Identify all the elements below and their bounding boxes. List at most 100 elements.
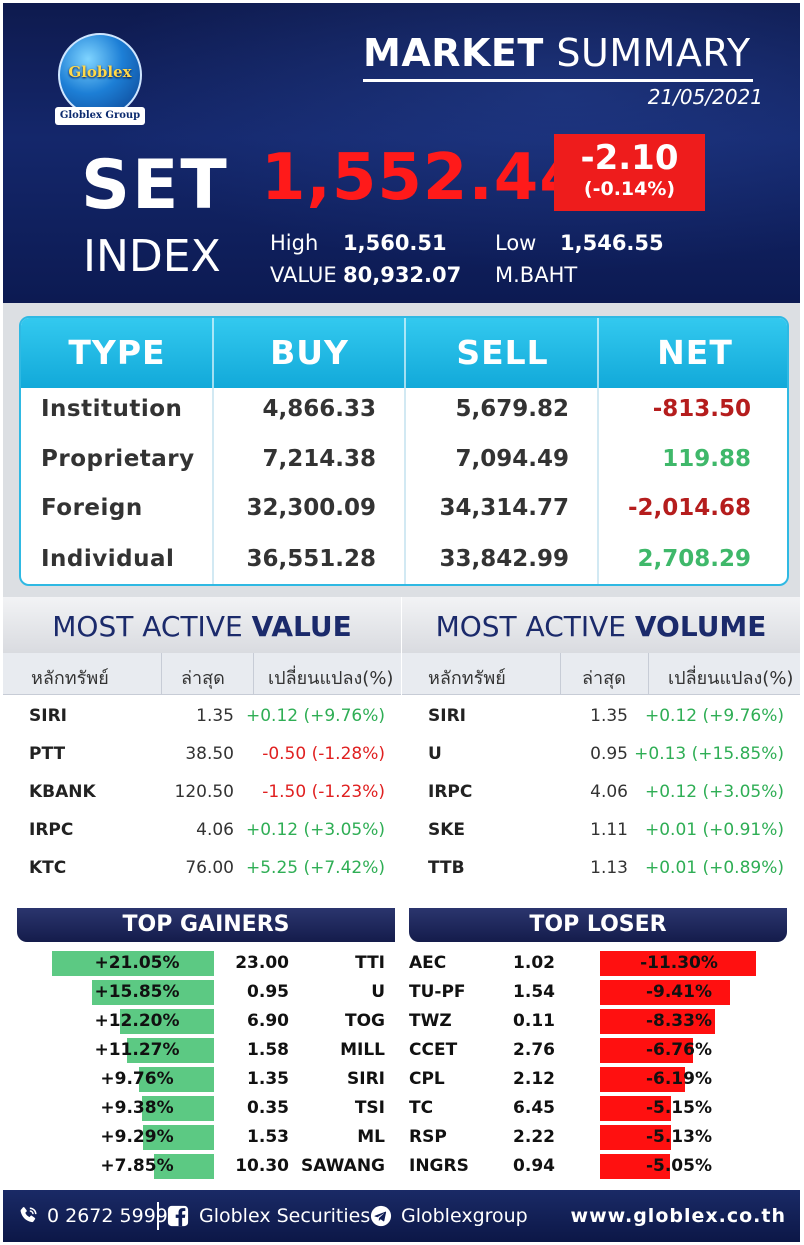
loser-row: RSP 2.22 -5.13% xyxy=(3,1123,800,1152)
symbol: KTC xyxy=(29,858,67,878)
col-type: TYPE xyxy=(68,333,166,372)
gain-pct: +11.27% xyxy=(94,1040,180,1060)
title-bold: VALUE xyxy=(251,610,352,643)
set-label: SET xyxy=(81,146,229,225)
change: +0.01 (+0.89%) xyxy=(644,858,784,878)
symbol: TTB xyxy=(428,858,465,878)
list-item: SIRI 1.35 +0.12 (+9.76%) xyxy=(402,697,800,735)
gain-symbol: U xyxy=(371,982,385,1002)
row-sell: 5,679.82 xyxy=(455,396,570,422)
col-last: ล่าสุด xyxy=(181,668,225,689)
row-buy: 32,300.09 xyxy=(246,495,377,521)
row-buy: 4,866.33 xyxy=(262,396,377,422)
column-header-bar xyxy=(3,653,401,695)
gain-bar xyxy=(143,1125,214,1150)
row-net: 119.88 xyxy=(662,446,751,472)
gain-pct: +9.76% xyxy=(100,1069,174,1089)
loser-row: TC 6.45 -5.15% xyxy=(3,1094,800,1123)
change: +5.25 (+7.42%) xyxy=(245,858,385,878)
loss-bar xyxy=(600,1125,671,1150)
logo-word: Globlex xyxy=(68,63,132,81)
index-change: -2.10 xyxy=(580,138,679,178)
table-row: Individual 36,551.28 33,842.99 2,708.29 xyxy=(21,534,787,584)
gain-symbol: TTI xyxy=(355,953,385,973)
change: +0.12 (+9.76%) xyxy=(644,706,784,726)
gainer-row: +9.76% 1.35 SIRI xyxy=(3,1065,401,1094)
list-item: IRPC 4.06 +0.12 (+3.05%) xyxy=(402,773,800,811)
gain-price: 23.00 xyxy=(235,953,289,973)
loser-row: CPL 2.12 -6.19% xyxy=(3,1065,800,1094)
gainer-row: +12.20% 6.90 TOG xyxy=(3,1007,401,1036)
low-value: 1,546.55 xyxy=(560,231,664,255)
loser-row: CCET 2.76 -6.76% xyxy=(3,1036,800,1065)
loss-pct: -5.05% xyxy=(645,1156,713,1176)
most-active-value-panel: MOST ACTIVE VALUE หลักทรัพย์ ล่าสุด เปลี… xyxy=(3,597,401,893)
loss-symbol: INGRS xyxy=(409,1156,469,1176)
change: +0.12 (+9.76%) xyxy=(245,706,385,726)
index-change-badge: -2.10 (-0.14%) xyxy=(554,134,705,211)
footer-website[interactable]: www.globlex.co.th xyxy=(570,1205,786,1227)
list-item: KTC 76.00 +5.25 (+7.42%) xyxy=(3,849,401,887)
col-net: NET xyxy=(657,333,733,372)
row-buy: 7,214.38 xyxy=(262,446,377,472)
market-summary-header: Globlex Globlex Group MARKET SUMMARY 21/… xyxy=(3,3,800,303)
change: +0.12 (+3.05%) xyxy=(644,782,784,802)
title-regular: SUMMARY xyxy=(556,31,751,75)
loss-symbol: TU-PF xyxy=(409,982,466,1002)
list-item: SKE 1.11 +0.01 (+0.91%) xyxy=(402,811,800,849)
symbol: IRPC xyxy=(428,782,473,802)
loss-symbol: TWZ xyxy=(409,1011,452,1031)
table-row: Institution 4,866.33 5,679.82 -813.50 xyxy=(21,384,787,434)
loss-price: 2.12 xyxy=(513,1069,555,1089)
change: -1.50 (-1.23%) xyxy=(262,782,385,802)
loss-pct: -8.33% xyxy=(645,1011,713,1031)
loss-price: 0.94 xyxy=(513,1156,555,1176)
loss-bar xyxy=(600,1009,715,1034)
list-item: KBANK 120.50 -1.50 (-1.23%) xyxy=(3,773,401,811)
body-divider xyxy=(212,388,214,584)
loss-pct: -5.13% xyxy=(645,1127,713,1147)
col-symbol: หลักทรัพย์ xyxy=(31,668,109,689)
last-price: 38.50 xyxy=(185,744,234,764)
gain-pct: +9.29% xyxy=(100,1127,174,1147)
loss-pct: -11.30% xyxy=(640,953,718,973)
gainer-row: +11.27% 1.58 MILL xyxy=(3,1036,401,1065)
loss-bar xyxy=(600,951,756,976)
high-value: 1,560.51 xyxy=(343,231,447,255)
telegram-icon xyxy=(370,1205,392,1227)
footer-facebook[interactable]: Globlex Securities xyxy=(199,1205,371,1227)
footer-phone[interactable]: 0 2672 5999 xyxy=(47,1205,168,1227)
title-bold: MARKET xyxy=(363,31,544,75)
value-label: VALUE xyxy=(270,263,337,287)
loss-price: 2.76 xyxy=(513,1040,555,1060)
most-active-volume-panel: MOST ACTIVE VOLUME หลักทรัพย์ ล่าสุด เปล… xyxy=(402,597,800,893)
gain-symbol: TOG xyxy=(344,1011,385,1031)
most-active-section: MOST ACTIVE VALUE หลักทรัพย์ ล่าสุด เปลี… xyxy=(3,597,800,893)
value-unit: M.BAHT xyxy=(495,263,578,287)
loss-symbol: CPL xyxy=(409,1069,445,1089)
row-net: 2,708.29 xyxy=(637,546,752,572)
page-title: MARKET SUMMARY xyxy=(363,31,753,75)
gain-pct: +15.85% xyxy=(94,982,180,1002)
last-price: 0.95 xyxy=(590,744,628,764)
list-item: PTT 38.50 -0.50 (-1.28%) xyxy=(3,735,401,773)
change: +0.12 (+3.05%) xyxy=(245,820,385,840)
gain-bar xyxy=(139,1067,214,1092)
last-price: 120.50 xyxy=(174,782,234,802)
gain-bar xyxy=(92,980,214,1005)
gain-price: 6.90 xyxy=(247,1011,289,1031)
footer-telegram[interactable]: Globlexgroup xyxy=(401,1205,528,1227)
gain-symbol: SIRI xyxy=(347,1069,385,1089)
row-type: Individual xyxy=(41,546,175,572)
title-regular: MOST ACTIVE xyxy=(52,610,243,643)
header-divider xyxy=(597,318,599,388)
loss-price: 1.54 xyxy=(513,982,555,1002)
loser-row: INGRS 0.94 -5.05% xyxy=(3,1152,800,1181)
change: +0.13 (+15.85%) xyxy=(634,744,784,764)
loss-pct: -6.19% xyxy=(645,1069,713,1089)
gain-bar xyxy=(142,1096,214,1121)
loss-bar xyxy=(600,1154,670,1179)
col-change: เปลี่ยนแปลง(%) xyxy=(668,668,794,689)
panel-title-bg xyxy=(3,597,401,653)
most-active-volume-title: MOST ACTIVE VOLUME xyxy=(402,610,800,643)
